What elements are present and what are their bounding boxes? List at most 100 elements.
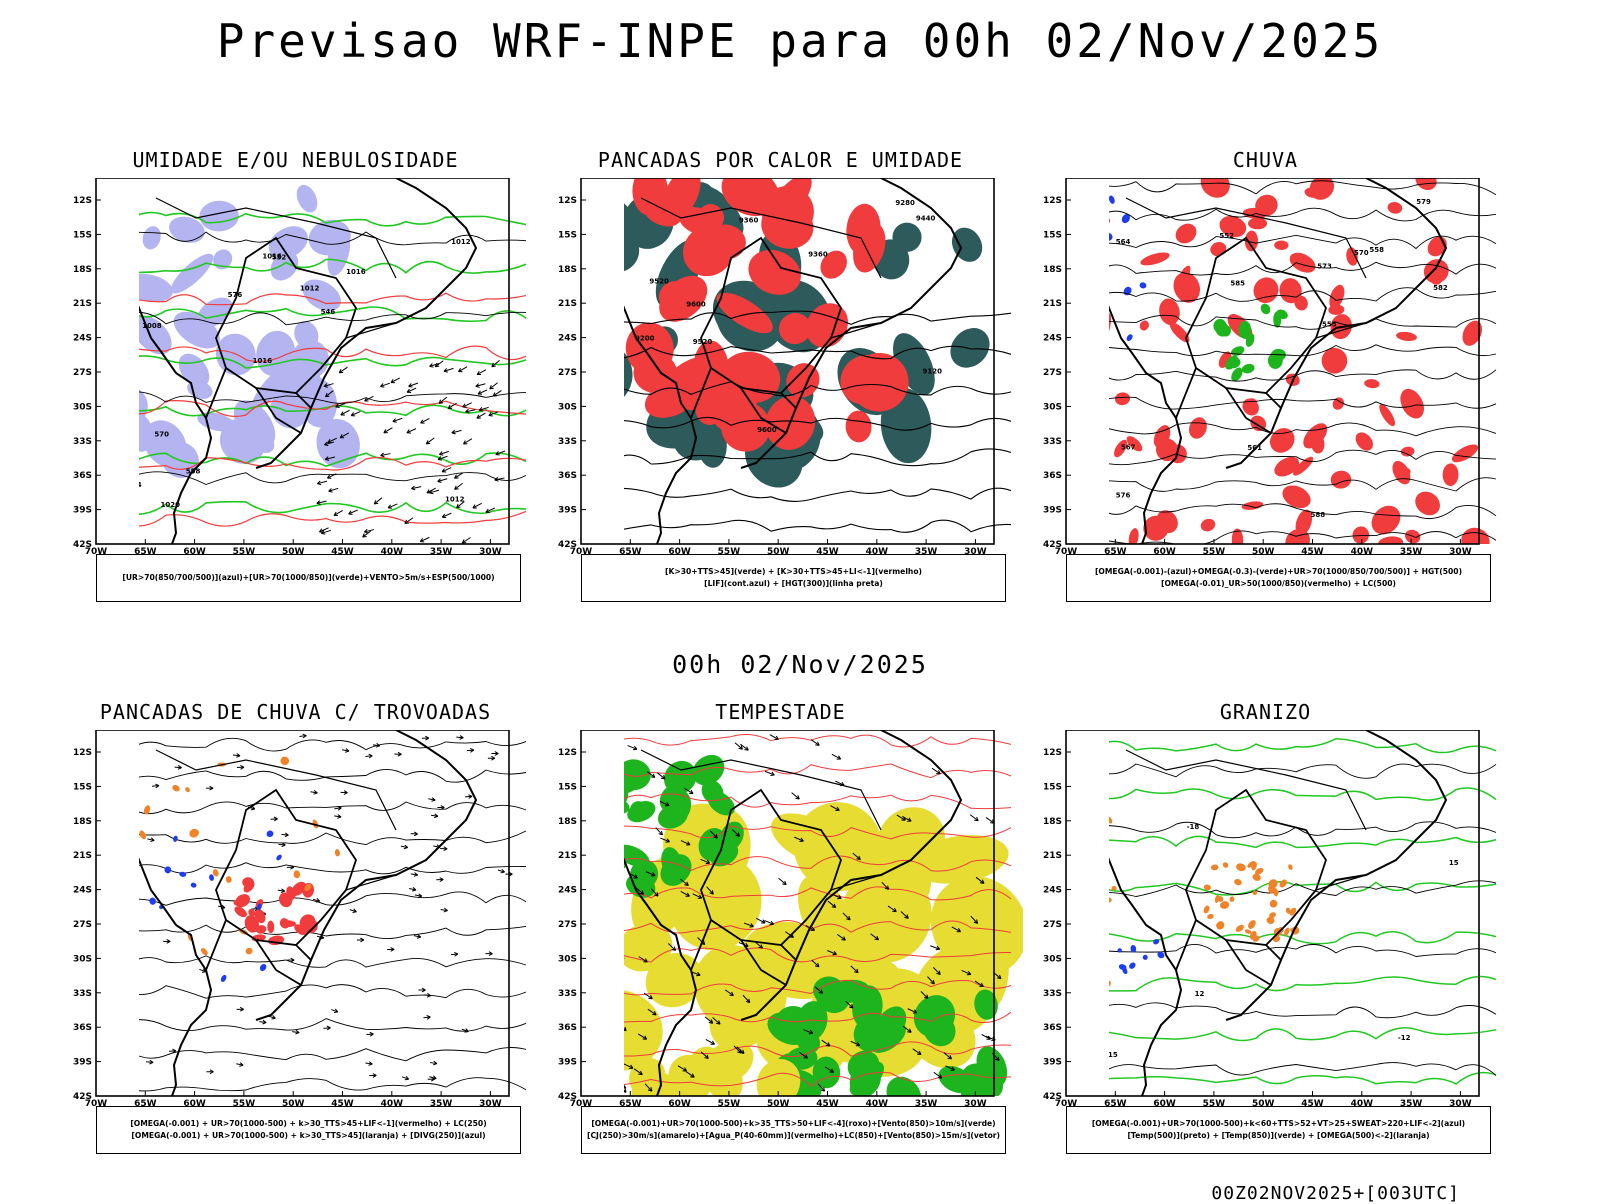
coastline-west [1066,178,1181,544]
temp500-line [1061,1003,1496,1018]
lat-label: 24S [1043,886,1062,896]
lat-label: 33S [1043,437,1062,447]
lat-label: 33S [1043,989,1062,999]
contour-label: 558 [186,467,201,475]
contour-label: 576 [1116,491,1131,499]
omega-orange [1222,861,1230,869]
wind-vector [620,955,624,958]
omega-orange [1251,872,1262,882]
forecast-map: -12-15-18121512S15S18S21S24S27S30S33S36S… [1023,730,1508,1140]
contour-label: 9120 [922,367,942,375]
rain-shade [1073,422,1099,442]
lat-label: 39S [558,506,577,516]
orange-shade [113,918,125,930]
omega-orange [1076,862,1084,870]
temp850-line [1061,1028,1496,1041]
wind-vector [598,1061,602,1065]
lat-label: 39S [558,1058,577,1068]
orange-shade [334,849,340,857]
divg-shade [164,866,171,873]
orange-shade [125,747,134,756]
contour-label: 585 [1230,279,1245,287]
lat-label: 12S [1043,196,1062,206]
orange-shade [119,788,130,797]
rain-shade [1195,178,1235,203]
omega-orange [1076,929,1083,936]
rain-shade [1139,250,1171,268]
contour-label: 1012 [445,496,465,504]
wind-vector [585,779,589,783]
panel-legend: [OMEGA(-0.001) + UR>70(1000-500) + k>30_… [96,1106,521,1154]
lat-label: 15S [73,230,92,240]
rain-shade [1065,449,1088,475]
omega-orange [1287,864,1293,871]
omega-green [1259,302,1273,316]
lat-label: 18S [1043,265,1062,275]
rain-shade [1247,412,1269,434]
lat-label: 24S [558,886,577,896]
contour-label: 9440 [916,215,936,223]
omega-orange [1229,896,1234,902]
omega-orange [1278,878,1288,889]
panel-title: PANCADAS POR CALOR E UMIDADE [538,148,1023,172]
rain-shade [1186,415,1210,442]
lat-label: 36S [1043,471,1062,481]
lat-label: 21S [1043,851,1062,861]
divg-shade [172,835,178,842]
wind-vector [622,1085,626,1089]
contour-label: 12 [1195,990,1205,998]
wind-vector [606,1030,610,1034]
omega-blue [1139,281,1147,289]
panel-title: UMIDADE E/OU NEBULOSIDADE [53,148,538,172]
lat-label: 33S [558,989,577,999]
omega-orange [1103,979,1112,988]
omega-orange [1072,815,1077,820]
rain-shade [1330,470,1352,490]
rain-shade [1114,391,1131,406]
omega-orange [1268,898,1279,909]
contour-label: 588 [1311,511,1326,519]
wind850-shade [577,770,609,808]
omega-blue [1076,219,1081,224]
panel-title: TEMPESTADE [538,700,1023,724]
contour-label: 9280 [895,199,915,207]
li-shade [845,410,873,443]
wind-vector [582,775,589,782]
forecast-map: 9520960096009520944093609360928092009120… [538,178,1023,588]
thunder-shade [267,921,274,934]
map-content [91,730,526,1096]
omega-orange [1094,933,1100,940]
rain-shade [1060,238,1086,259]
stream-arrow [103,1052,107,1056]
contour-label: 567 [1121,443,1136,451]
orange-shade [225,876,232,884]
omega-orange [1246,919,1257,931]
lat-label: 15S [73,782,92,792]
omega-orange [1092,1009,1100,1018]
rain-shade [1396,331,1418,342]
lat-label: 30S [73,954,92,964]
omega-blue [1075,341,1082,348]
wind-vector [613,815,617,819]
lat-label: 24S [558,334,577,344]
map-content: 1012100810121016101610201016101257057656… [78,178,526,544]
streamline [91,1019,526,1032]
k-tts-shade [585,339,629,405]
divg-shade [149,897,157,905]
lat-label: 18S [558,817,577,827]
lat-label: 27S [558,920,577,930]
legend-line: [OMEGA(-0.001) + UR>70(1000-500) + k>30_… [97,1130,520,1142]
rain-shade [1387,201,1403,215]
lat-label: 12S [73,748,92,758]
contour-label: 579 [1416,198,1431,206]
lat-label: 36S [1043,1023,1062,1033]
contour-label: 1012 [300,285,320,293]
omega-orange [1069,844,1075,850]
rain-shade [1286,249,1318,277]
lat-label: 30S [73,402,92,412]
lat-label: 15S [1043,230,1062,240]
